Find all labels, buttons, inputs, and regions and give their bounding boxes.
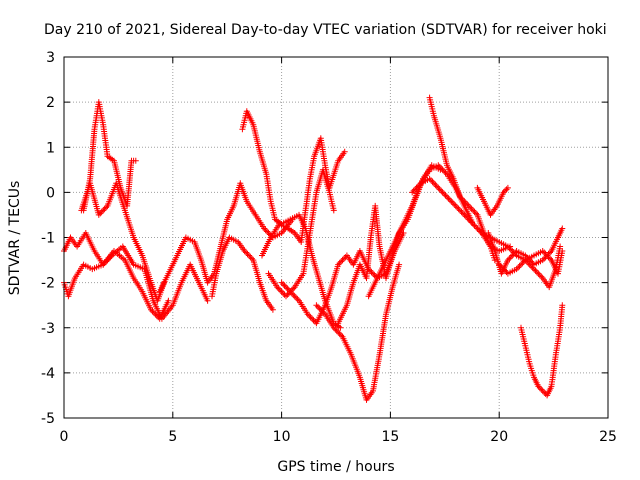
series-sat-f xyxy=(209,234,276,313)
data-point-markers xyxy=(426,94,498,264)
x-tick-label: 10 xyxy=(273,429,291,445)
data-point-markers xyxy=(365,162,514,300)
data-point-markers xyxy=(80,99,139,214)
data-point-markers xyxy=(518,302,566,399)
series-sat-k xyxy=(313,261,403,403)
y-tick-label: -3 xyxy=(41,321,55,337)
y-tick-label: 0 xyxy=(46,185,55,201)
y-tick-label: -2 xyxy=(41,276,55,292)
y-tick-label: -4 xyxy=(41,366,55,382)
grid xyxy=(64,57,608,418)
series-sat-c xyxy=(80,99,139,214)
series-sat-b xyxy=(61,248,172,322)
series-group xyxy=(61,94,566,403)
series-sat-m xyxy=(365,162,514,300)
series-sat-d xyxy=(78,180,168,304)
data-point-markers xyxy=(474,184,511,218)
chart-title: Day 210 of 2021, Sidereal Day-to-day VTE… xyxy=(44,22,607,38)
series-line xyxy=(368,164,511,297)
tick-labels: 0 5 10 15 20 25 -5 -4 -3 -2 -1 0 1 2 3 xyxy=(41,50,617,445)
y-axis-label: SDTVAR / TECUs xyxy=(7,181,23,296)
x-tick-label: 5 xyxy=(168,429,177,445)
data-point-markers xyxy=(313,261,403,403)
data-point-markers xyxy=(265,166,337,300)
data-point-markers xyxy=(496,248,566,277)
x-axis-label: GPS time / hours xyxy=(277,459,394,475)
y-tick-label: -5 xyxy=(41,411,55,427)
y-tick-label: -1 xyxy=(41,231,55,247)
plot-frame xyxy=(63,56,609,419)
data-point-markers xyxy=(209,234,276,313)
x-tick-label: 25 xyxy=(599,429,617,445)
series-sat-s xyxy=(518,302,566,399)
data-point-markers xyxy=(78,180,168,304)
data-point-markers xyxy=(409,175,564,291)
x-tick-label: 20 xyxy=(490,429,508,445)
series-sat-r xyxy=(496,248,566,277)
x-tick-label: 15 xyxy=(381,429,399,445)
series-sat-i xyxy=(265,166,337,300)
y-tick-label: 1 xyxy=(46,140,55,156)
series-sat-p xyxy=(474,184,511,218)
y-tick-label: 3 xyxy=(46,50,55,66)
x-tick-label: 0 xyxy=(60,429,69,445)
y-tick-label: 2 xyxy=(46,95,55,111)
series-sat-n xyxy=(426,94,498,264)
data-point-markers xyxy=(61,248,172,322)
